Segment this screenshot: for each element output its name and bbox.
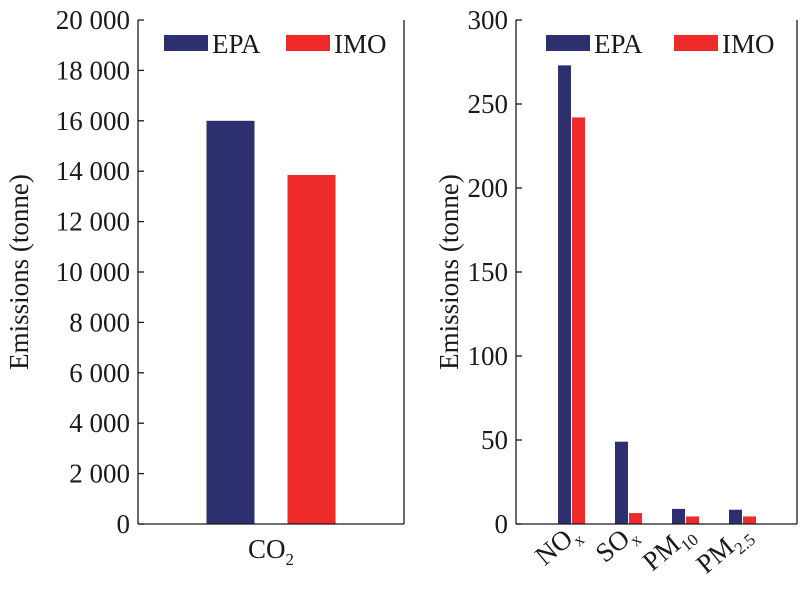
legend-swatch-epa xyxy=(546,35,590,51)
category-subscript-text: 2 xyxy=(286,550,295,569)
legend-label-imo: IMO xyxy=(334,29,387,59)
x-category-label: PM2.5 xyxy=(690,518,759,584)
bar-epa-nox xyxy=(558,65,571,525)
y-tick-label: 12 000 xyxy=(56,207,130,237)
y-tick-label: 300 xyxy=(468,5,509,35)
bar-imo-pm2-5 xyxy=(743,516,756,524)
legend-label-epa: EPA xyxy=(212,29,261,59)
y-tick-label: 250 xyxy=(468,89,509,119)
y-tick-label: 4 000 xyxy=(69,408,130,438)
bar-epa-pm10 xyxy=(672,508,685,524)
y-tick-label: 200 xyxy=(468,173,509,203)
y-tick-label: 10 000 xyxy=(56,257,130,287)
category-main-text: NO xyxy=(529,523,578,571)
y-tick-label: 6 000 xyxy=(69,358,130,388)
y-tick-label: 0 xyxy=(117,509,131,539)
bar-epa-sox xyxy=(615,441,628,524)
category-main-text: PM xyxy=(690,531,739,579)
x-category-label: NOx xyxy=(529,517,588,575)
category-main-text: CO xyxy=(248,534,286,564)
y-tick-label: 100 xyxy=(468,341,509,371)
bar-imo-pm10 xyxy=(686,516,699,524)
y-axis-label: Emissions (tonne) xyxy=(434,174,464,370)
bar-imo-nox xyxy=(572,117,585,524)
legend-label-epa: EPA xyxy=(594,29,643,59)
x-category-label: CO2 xyxy=(248,534,294,569)
co2-chart-panel: 0 2 000 4 000 6 000 8 000 10 000 12 000 14 000 1… xyxy=(4,5,405,569)
legend-swatch-imo xyxy=(674,35,718,51)
bar-imo-co2 xyxy=(287,174,336,525)
y-tick-label: 14 000 xyxy=(56,156,130,186)
bar-epa-pm2-5 xyxy=(729,509,742,524)
y-tick-label: 0 xyxy=(495,509,509,539)
y-tick-label: 18 000 xyxy=(56,55,130,85)
legend-label-imo: IMO xyxy=(722,29,775,59)
legend-swatch-epa xyxy=(164,35,208,51)
bar-imo-sox xyxy=(629,513,642,524)
x-category-label: PM10 xyxy=(637,518,702,581)
y-tick-label: 20 000 xyxy=(56,5,130,35)
legend-swatch-imo xyxy=(286,35,330,51)
y-tick-label: 50 xyxy=(481,425,508,455)
category-main-text: SO xyxy=(590,523,636,568)
y-tick-label: 150 xyxy=(468,257,509,287)
x-category-label: SOx xyxy=(590,517,646,572)
category-main-text: PM xyxy=(637,529,686,577)
y-axis-label: Emissions (tonne) xyxy=(4,174,34,370)
pollutants-chart-panel: 0 50 100 150 200 250 300 Emissions (tonne) NOx SO… xyxy=(434,5,798,584)
y-tick-label: 8 000 xyxy=(69,307,130,337)
bar-epa-co2 xyxy=(206,120,255,525)
y-tick-label: 16 000 xyxy=(56,106,130,136)
y-tick-label: 2 000 xyxy=(69,459,130,489)
